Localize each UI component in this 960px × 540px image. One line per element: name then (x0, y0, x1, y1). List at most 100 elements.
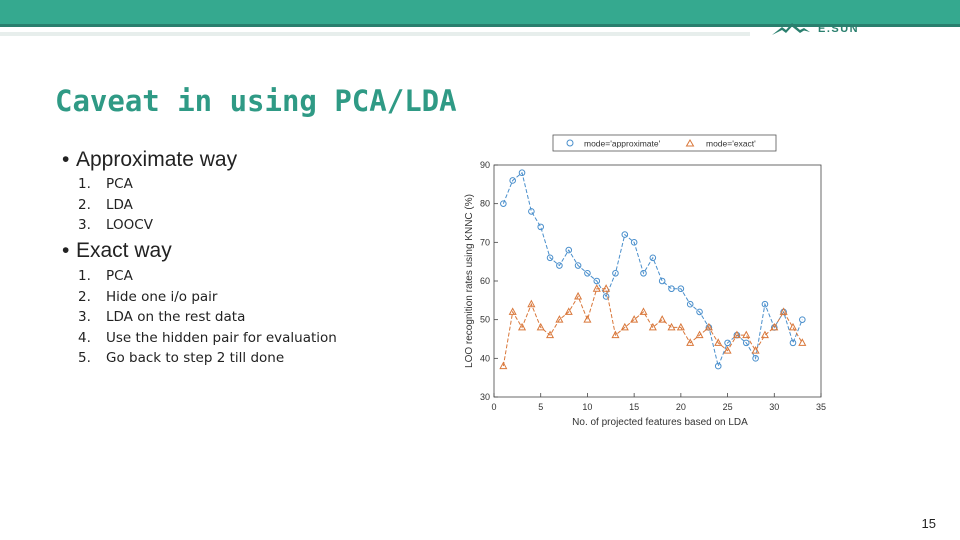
lda-recognition-chart: mode='approximate' mode='exact' 0 5 10 15 20… (456, 130, 836, 435)
data-point-approximate (789, 339, 797, 347)
data-point-exact (676, 322, 685, 331)
data-point-approximate (677, 285, 685, 293)
data-point-approximate (621, 231, 629, 238)
list-item-text: PCA (106, 268, 133, 284)
header-bar (0, 0, 960, 24)
list-item-text: LDA (106, 196, 133, 213)
data-point-approximate (602, 293, 610, 300)
data-point-approximate (546, 254, 554, 262)
data-point-exact (770, 322, 779, 331)
data-point-approximate (761, 300, 769, 308)
data-point-approximate (574, 262, 582, 269)
y-tick-label: 90 (480, 160, 490, 170)
y-tick-label: 50 (480, 315, 490, 325)
x-tick-label: 5 (538, 402, 543, 412)
data-point-exact (648, 322, 657, 331)
page-number: 15 (921, 516, 936, 531)
legend-marker-approximate (566, 139, 574, 147)
data-point-exact (536, 322, 545, 331)
x-tick-label: 25 (723, 402, 733, 412)
header-strip (0, 32, 750, 36)
header-divider (0, 24, 960, 27)
x-axis-label: No. of projected features based on LDA (572, 417, 748, 428)
exact-steps-list: 1. PCA 2. Hide one i/o pair 3. LDA on the r… (78, 266, 337, 369)
data-point-exact (788, 322, 798, 331)
data-point-approximate (500, 200, 507, 207)
mountain-logo-icon (772, 23, 810, 35)
y-tick-label: 30 (480, 392, 490, 402)
data-point-exact (546, 330, 555, 339)
approximate-steps-list: 1. PCA 2. LDA 3. LOOCV (78, 174, 153, 236)
legend-label-approximate: mode='approximate' (584, 139, 661, 149)
data-point-exact (564, 307, 573, 315)
data-point-approximate (724, 339, 731, 347)
x-tick-label: 10 (582, 402, 592, 412)
section-heading-text: Exact way (76, 239, 172, 262)
data-point-exact (667, 322, 676, 331)
data-point-exact (630, 315, 639, 323)
list-item: 1. PCA (78, 176, 133, 192)
data-point-approximate (714, 362, 722, 370)
y-axis-label: LOO recognition rates using KNNC (%) (464, 194, 475, 368)
data-point-approximate (593, 277, 601, 285)
section-exact-heading: • Exact way (62, 239, 172, 263)
legend-label-exact: mode='exact' (706, 139, 756, 149)
data-point-exact (658, 315, 667, 323)
data-point-exact (639, 307, 648, 315)
bullet-marker: • (62, 148, 70, 171)
data-point-approximate (630, 239, 638, 246)
data-point-exact (517, 322, 527, 331)
data-point-approximate (640, 269, 647, 277)
list-item: 3. LDA on the rest data (78, 309, 246, 325)
data-point-exact (574, 291, 583, 300)
x-tick-label: 35 (816, 402, 826, 412)
data-point-exact (611, 330, 620, 339)
data-point-exact (742, 330, 751, 339)
data-point-exact (686, 338, 695, 346)
data-point-approximate (518, 169, 526, 177)
list-item-text: LOOCV (106, 217, 153, 233)
data-point-approximate (742, 339, 750, 347)
list-item-text: Use the hidden pair for evaluation (106, 329, 337, 346)
data-point-exact (499, 361, 508, 370)
list-item: 1. PCA (78, 268, 133, 284)
chart-legend: mode='approximate' mode='exact' (552, 134, 777, 152)
data-point-exact (779, 307, 788, 315)
data-point-exact (602, 284, 611, 292)
x-tick-label: 20 (676, 402, 686, 412)
list-item: 3. LOOCV (78, 217, 153, 233)
x-tick-label: 15 (629, 402, 639, 412)
data-point-exact (695, 330, 704, 339)
data-point-approximate (528, 208, 535, 215)
data-point-exact (527, 299, 536, 308)
data-point-approximate (612, 269, 619, 277)
list-item-text: LDA on the rest data (106, 309, 246, 325)
y-tick-label: 80 (480, 199, 490, 209)
data-point-exact (798, 338, 807, 346)
data-point-approximate (509, 177, 516, 184)
chart-background (456, 130, 836, 435)
data-point-approximate (799, 316, 806, 323)
list-item: 2. Hide one i/o pair (78, 288, 218, 305)
series-line-exact (502, 288, 803, 367)
y-tick-label: 40 (480, 353, 490, 363)
data-point-exact (760, 330, 769, 339)
bullet-marker: • (62, 239, 70, 262)
data-point-exact (592, 284, 601, 292)
data-point-exact (751, 346, 760, 354)
data-point-exact (723, 346, 732, 354)
legend-marker-exact (685, 139, 695, 147)
data-point-exact (732, 330, 741, 339)
section-approximate-heading: • Approximate way (62, 148, 237, 172)
data-point-approximate (696, 308, 703, 316)
x-tick-label: 0 (491, 402, 496, 412)
data-point-approximate (565, 246, 573, 254)
brand-logo-text: E.SUN (818, 23, 860, 35)
data-point-approximate (649, 254, 657, 262)
list-item: 5. Go back to step 2 till done (78, 350, 285, 366)
data-point-exact (704, 322, 713, 331)
list-item-text: PCA (106, 176, 133, 192)
data-point-approximate (752, 355, 759, 362)
data-point-exact (714, 338, 723, 346)
list-item-text: Hide one i/o pair (106, 288, 218, 305)
